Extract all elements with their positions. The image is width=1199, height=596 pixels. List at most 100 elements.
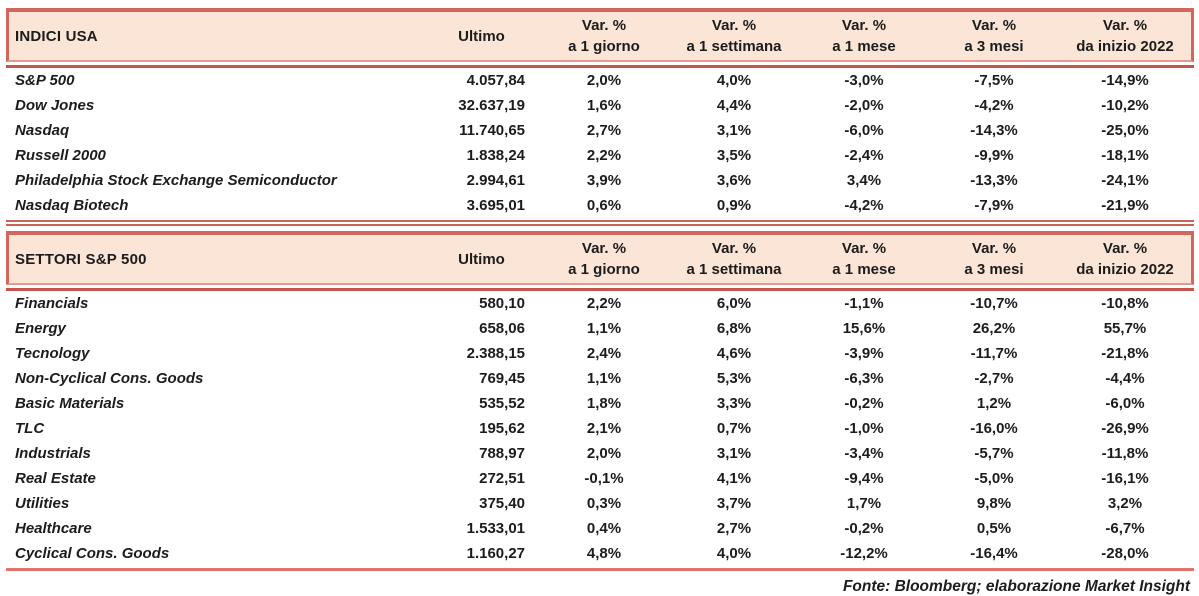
row-ultimo-value: 580,10 <box>479 295 525 312</box>
row-var-3months: -7,9% <box>974 197 1014 214</box>
row-var-1week: 3,1% <box>716 445 752 462</box>
table-body-indici-usa: S&P 500 4.057,84 2,0% 4,0% -3,0% -7,5% -… <box>9 68 1191 218</box>
row-var-1month: -1,0% <box>844 420 884 437</box>
row-var-1week: 2,7% <box>716 520 752 537</box>
row-label: Healthcare <box>15 520 92 537</box>
row-var-3months: -9,9% <box>974 147 1014 164</box>
table-title: INDICI USA <box>15 27 98 45</box>
row-var-1month: 1,7% <box>846 495 882 512</box>
row-label: Philadelphia Stock Exchange Semiconducto… <box>15 172 337 189</box>
row-label: Tecnology <box>15 345 90 362</box>
header-divider <box>6 285 1194 291</box>
header-divider <box>6 62 1194 68</box>
row-var-3months: -11,7% <box>970 345 1018 362</box>
row-var-ytd2022: -21,8% <box>1101 345 1149 362</box>
row-label: Non-Cyclical Cons. Goods <box>15 370 204 387</box>
row-var-1month: -0,2% <box>844 520 884 537</box>
row-var-1month: -2,4% <box>844 147 884 164</box>
row-label: Real Estate <box>15 470 96 487</box>
row-label: Russell 2000 <box>15 147 106 164</box>
row-label: Basic Materials <box>15 395 125 412</box>
row-var-1week: 3,5% <box>716 147 752 164</box>
row-ultimo-value: 3.695,01 <box>466 197 525 214</box>
row-ultimo-value: 11.740,65 <box>459 122 525 139</box>
row-ultimo-value: 2.388,15 <box>466 345 525 362</box>
row-label: Nasdaq Biotech <box>15 197 129 214</box>
table-row: S&P 500 4.057,84 2,0% 4,0% -3,0% -7,5% -… <box>9 68 1191 93</box>
column-header-period-ytd2022: da inizio 2022 <box>1076 38 1174 55</box>
row-var-ytd2022: -10,2% <box>1101 97 1149 114</box>
row-var-1day: 2,0% <box>586 72 622 89</box>
row-var-1day: 0,6% <box>586 197 622 214</box>
row-ultimo-value: 4.057,84 <box>466 72 525 89</box>
row-var-3months: 26,2% <box>972 320 1016 337</box>
column-header-var: Var. % <box>711 17 757 34</box>
row-var-ytd2022: -24,1% <box>1101 172 1149 189</box>
row-var-1week: 4,0% <box>716 545 752 562</box>
row-var-1week: 6,8% <box>716 320 752 337</box>
table-header-indici-usa: INDICI USA Ultimo Var. % Var. % Var. % V… <box>6 8 1194 62</box>
column-header-ultimo: Ultimo <box>458 250 505 268</box>
row-var-1month: -9,4% <box>844 470 884 487</box>
row-label: Utilities <box>15 495 70 512</box>
table-row: Cyclical Cons. Goods 1.160,27 4,8% 4,0% … <box>9 541 1191 566</box>
row-var-1day: 0,3% <box>586 495 622 512</box>
row-var-1month: -1,1% <box>844 295 884 312</box>
row-var-3months: -4,2% <box>974 97 1014 114</box>
row-var-3months: -7,5% <box>974 72 1014 89</box>
column-header-ultimo: Ultimo <box>458 27 505 45</box>
row-var-1week: 6,0% <box>716 295 752 312</box>
row-var-1month: -2,0% <box>844 97 884 114</box>
table-header-settori-sp500: SETTORI S&P 500 Ultimo Var. % Var. % Var… <box>6 231 1194 285</box>
row-var-1month: -4,2% <box>844 197 884 214</box>
row-var-1week: 3,7% <box>716 495 752 512</box>
row-ultimo-value: 788,97 <box>479 445 525 462</box>
column-header-var: Var. % <box>581 17 627 34</box>
column-header-period-1day: a 1 giorno <box>568 38 640 55</box>
row-var-ytd2022: -18,1% <box>1101 147 1149 164</box>
row-var-3months: -13,3% <box>970 172 1018 189</box>
row-var-1week: 4,1% <box>716 470 752 487</box>
row-ultimo-value: 658,06 <box>479 320 525 337</box>
row-var-3months: -14,3% <box>970 122 1018 139</box>
row-var-1month: -3,0% <box>844 72 884 89</box>
column-header-period-3months: a 3 mesi <box>964 38 1024 55</box>
table-row: Healthcare 1.533,01 0,4% 2,7% -0,2% 0,5%… <box>9 516 1191 541</box>
row-ultimo-value: 272,51 <box>479 470 525 487</box>
column-header-period-1month: a 1 mese <box>832 38 896 55</box>
row-ultimo-value: 1.533,01 <box>466 520 525 537</box>
row-var-3months: 9,8% <box>976 495 1012 512</box>
row-var-1week: 4,4% <box>716 97 752 114</box>
row-var-1month: 3,4% <box>846 172 882 189</box>
row-var-1day: 4,8% <box>586 545 622 562</box>
row-var-ytd2022: -16,1% <box>1101 470 1149 487</box>
table-title: SETTORI S&P 500 <box>15 250 147 268</box>
row-var-ytd2022: -25,0% <box>1101 122 1149 139</box>
row-var-1week: 4,6% <box>716 345 752 362</box>
table-row: Real Estate 272,51 -0,1% 4,1% -9,4% -5,0… <box>9 466 1191 491</box>
row-var-3months: 0,5% <box>976 520 1012 537</box>
row-ultimo-value: 769,45 <box>479 370 525 387</box>
row-var-1day: 2,4% <box>586 345 622 362</box>
row-ultimo-value: 535,52 <box>479 395 525 412</box>
row-ultimo-value: 1.160,27 <box>466 545 525 562</box>
table-row: Dow Jones 32.637,19 1,6% 4,4% -2,0% -4,2… <box>9 93 1191 118</box>
section-indici-usa: INDICI USA Ultimo Var. % Var. % Var. % V… <box>6 8 1194 226</box>
source-note: Fonte: Bloomberg; elaborazione Market In… <box>842 578 1190 595</box>
row-var-1month: -6,0% <box>844 122 884 139</box>
row-var-1month: -6,3% <box>844 370 884 387</box>
row-var-1day: 1,8% <box>586 395 622 412</box>
table-row: Non-Cyclical Cons. Goods 769,45 1,1% 5,3… <box>9 366 1191 391</box>
row-var-ytd2022: -6,7% <box>1105 520 1145 537</box>
row-var-1week: 0,9% <box>716 197 752 214</box>
table-row: Energy 658,06 1,1% 6,8% 15,6% 26,2% 55,7… <box>9 316 1191 341</box>
row-var-1month: -3,9% <box>844 345 884 362</box>
section-bottom-rule <box>6 220 1194 226</box>
row-var-1day: 2,2% <box>586 147 622 164</box>
table-bottom-rule <box>6 568 1194 571</box>
row-var-ytd2022: -28,0% <box>1101 545 1149 562</box>
row-label: Nasdaq <box>15 122 70 139</box>
table-row: Nasdaq Biotech 3.695,01 0,6% 0,9% -4,2% … <box>9 193 1191 218</box>
column-header-period-3months: a 3 mesi <box>964 261 1024 278</box>
row-var-1day: 3,9% <box>586 172 622 189</box>
